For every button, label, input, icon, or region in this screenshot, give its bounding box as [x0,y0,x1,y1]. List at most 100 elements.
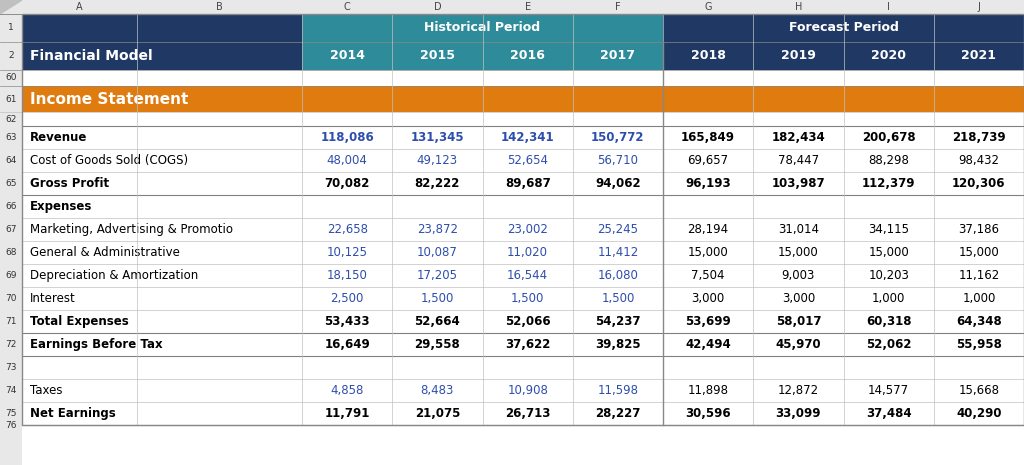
Text: Depreciation & Amortization: Depreciation & Amortization [30,269,199,282]
Text: 45,970: 45,970 [775,338,821,351]
Bar [302,42,663,70]
Text: 10,203: 10,203 [868,269,909,282]
Text: E: E [524,2,530,12]
Text: 29,558: 29,558 [415,338,460,351]
Bar [663,42,1024,70]
Text: 1,500: 1,500 [511,292,545,305]
Text: 2019: 2019 [781,49,816,62]
Text: 2021: 2021 [962,49,996,62]
Text: A: A [76,2,83,12]
Text: 15,668: 15,668 [958,384,999,397]
Text: Forecast Period: Forecast Period [788,21,898,34]
Text: 11,162: 11,162 [958,269,999,282]
Text: 42,494: 42,494 [685,338,731,351]
Text: 63: 63 [5,133,16,142]
Text: 4,858: 4,858 [331,384,364,397]
Text: 2015: 2015 [420,49,455,62]
Text: 70: 70 [5,294,16,303]
Text: 61: 61 [5,94,16,104]
Text: 10,908: 10,908 [507,384,548,397]
Text: 131,345: 131,345 [411,131,464,144]
Text: Gross Profit: Gross Profit [30,177,110,190]
Text: 76: 76 [5,420,16,430]
Text: 40,290: 40,290 [956,407,1001,420]
Text: 15,000: 15,000 [868,246,909,259]
Text: 62: 62 [5,114,16,124]
Text: 25,245: 25,245 [597,223,638,236]
Text: Revenue: Revenue [30,131,87,144]
Text: 26,713: 26,713 [505,407,550,420]
Text: D: D [433,2,441,12]
Text: 53,699: 53,699 [685,315,731,328]
Text: 15,000: 15,000 [778,246,819,259]
Text: 66: 66 [5,202,16,211]
Text: Expenses: Expenses [30,200,92,213]
Text: 82,222: 82,222 [415,177,460,190]
Text: 73: 73 [5,363,16,372]
Bar [22,14,1024,425]
Text: Net Earnings: Net Earnings [30,407,116,420]
Text: 56,710: 56,710 [597,154,638,167]
Text: F: F [615,2,621,12]
Text: 52,654: 52,654 [507,154,548,167]
Text: 23,002: 23,002 [507,223,548,236]
Text: 1,500: 1,500 [421,292,454,305]
Bar [0,14,22,465]
Text: 16,649: 16,649 [325,338,370,351]
Text: 150,772: 150,772 [591,131,645,144]
Text: 70,082: 70,082 [325,177,370,190]
Text: 218,739: 218,739 [952,131,1006,144]
Text: 60,318: 60,318 [866,315,911,328]
Text: C: C [344,2,350,12]
Text: 58,017: 58,017 [775,315,821,328]
Text: 75: 75 [5,409,16,418]
Text: 9,003: 9,003 [781,269,815,282]
Text: Interest: Interest [30,292,76,305]
Bar [22,86,1024,112]
Text: 18,150: 18,150 [327,269,368,282]
Text: 120,306: 120,306 [952,177,1006,190]
Text: 103,987: 103,987 [771,177,825,190]
Text: 15,000: 15,000 [688,246,728,259]
Text: 49,123: 49,123 [417,154,458,167]
Text: 39,825: 39,825 [595,338,641,351]
Text: 54,237: 54,237 [595,315,641,328]
Text: 74: 74 [5,386,16,395]
Text: 11,598: 11,598 [597,384,638,397]
Bar [302,14,663,42]
Text: 17,205: 17,205 [417,269,458,282]
Text: 72: 72 [5,340,16,349]
Text: 96,193: 96,193 [685,177,731,190]
Text: 2: 2 [8,52,13,60]
Text: 37,484: 37,484 [866,407,911,420]
Text: 64,348: 64,348 [956,315,1001,328]
Bar [22,42,302,70]
Text: 22,658: 22,658 [327,223,368,236]
Text: Taxes: Taxes [30,384,62,397]
Text: 48,004: 48,004 [327,154,368,167]
Text: 2,500: 2,500 [331,292,364,305]
Bar [22,14,302,42]
Text: 31,014: 31,014 [778,223,819,236]
Text: 65: 65 [5,179,16,188]
Text: 10,125: 10,125 [327,246,368,259]
Text: 2016: 2016 [510,49,545,62]
Bar [0,0,1024,14]
Text: 68: 68 [5,248,16,257]
Text: 52,664: 52,664 [415,315,460,328]
Text: 37,622: 37,622 [505,338,550,351]
Text: I: I [887,2,890,12]
Text: 64: 64 [5,156,16,165]
Text: Marketing, Advertising & Promotio: Marketing, Advertising & Promotio [30,223,233,236]
Text: H: H [795,2,802,12]
Text: 1: 1 [8,24,14,33]
Text: 112,379: 112,379 [862,177,915,190]
Text: 52,062: 52,062 [866,338,911,351]
Text: G: G [705,2,712,12]
Text: Earnings Before Tax: Earnings Before Tax [30,338,163,351]
Text: 3,000: 3,000 [691,292,725,305]
Text: 1,000: 1,000 [872,292,905,305]
Text: 10,087: 10,087 [417,246,458,259]
Text: 78,447: 78,447 [778,154,819,167]
Text: 28,227: 28,227 [595,407,641,420]
